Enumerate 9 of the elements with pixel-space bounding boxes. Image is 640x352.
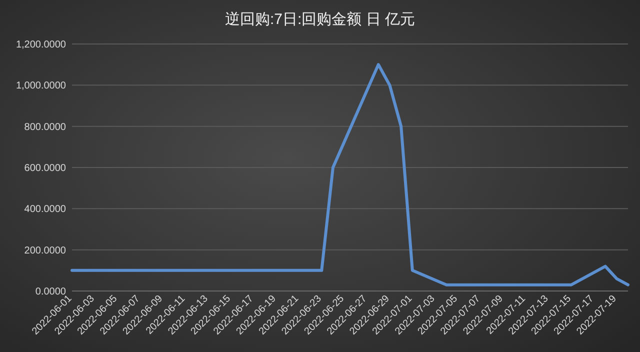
y-tick-label: 600.0000 [24, 163, 66, 174]
y-tick-label: 1,200.0000 [16, 40, 66, 50]
chart-title: 逆回购:7日:回购金额 日 亿元 [224, 11, 416, 28]
y-tick-label: 1,000.0000 [16, 80, 66, 92]
y-tick-label: 200.0000 [24, 245, 66, 256]
y-tick-label: 800.0000 [24, 122, 66, 133]
line-series [70, 63, 630, 286]
y-tick-label: 0.0000 [35, 286, 66, 298]
y-tick-label: 400.0000 [24, 204, 66, 216]
